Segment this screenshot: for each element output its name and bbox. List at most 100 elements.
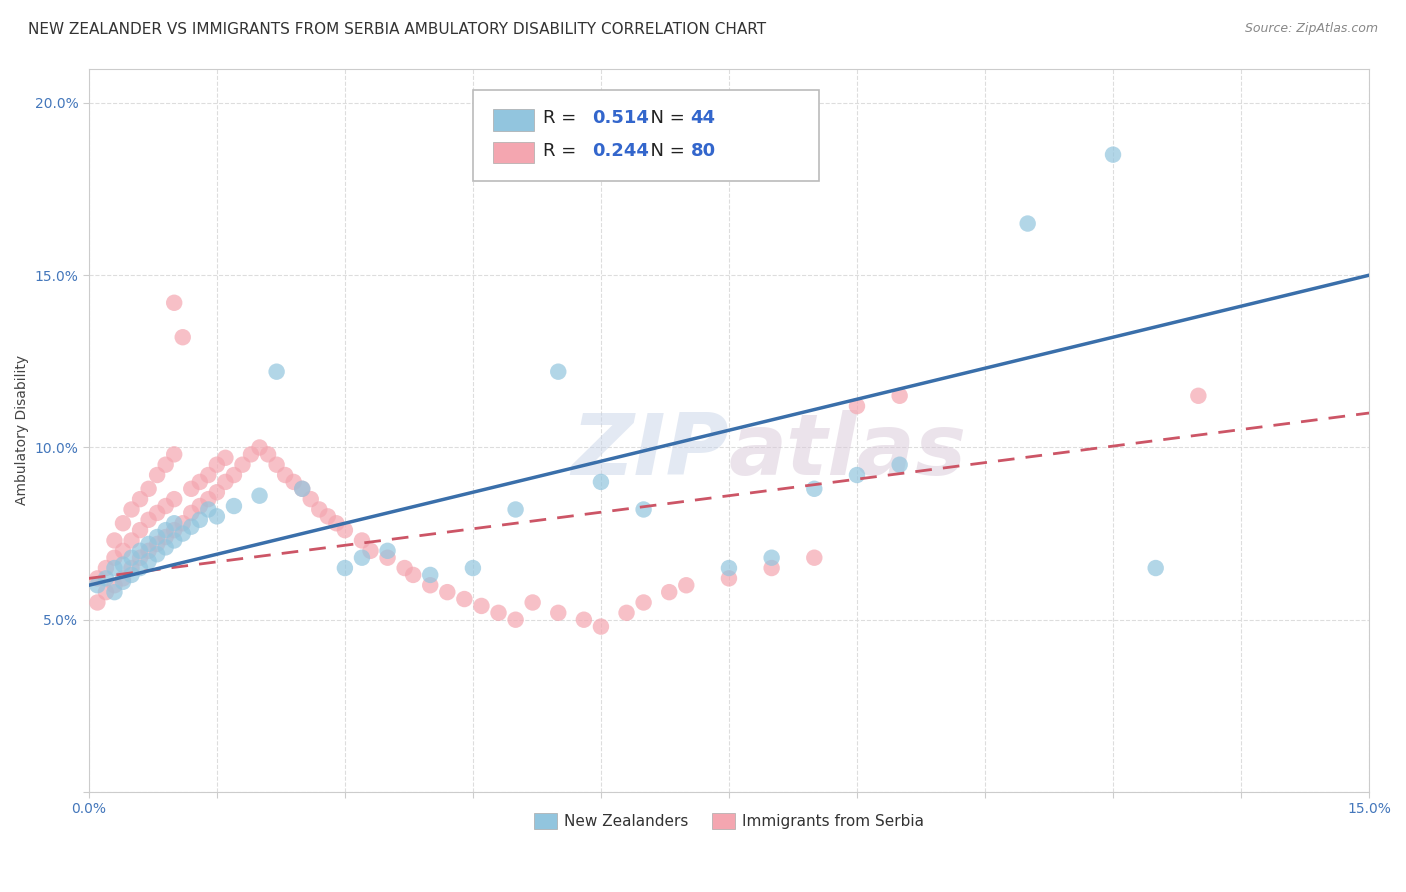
Point	[163, 516, 186, 531]
Point	[129, 544, 152, 558]
Point	[146, 468, 169, 483]
Text: N =: N =	[640, 142, 690, 160]
Point	[103, 550, 125, 565]
Point	[188, 513, 211, 527]
Point	[172, 516, 194, 531]
Point	[717, 571, 740, 585]
Point	[325, 516, 347, 531]
Point	[121, 550, 143, 565]
Point	[205, 485, 228, 500]
Point	[633, 595, 655, 609]
FancyBboxPatch shape	[494, 109, 534, 131]
Text: 0.244: 0.244	[592, 142, 648, 160]
Point	[111, 544, 134, 558]
Point	[214, 450, 236, 465]
Point	[589, 475, 612, 489]
Point	[846, 399, 869, 413]
Point	[231, 458, 253, 472]
Point	[505, 502, 527, 516]
Point	[138, 537, 160, 551]
Point	[129, 561, 152, 575]
Point	[86, 578, 108, 592]
Point	[616, 606, 638, 620]
Point	[121, 568, 143, 582]
Point	[111, 571, 134, 585]
Point	[436, 585, 458, 599]
Point	[889, 458, 911, 472]
Point	[163, 523, 186, 537]
Point	[257, 447, 280, 461]
Point	[547, 606, 569, 620]
Text: R =: R =	[543, 142, 582, 160]
Point	[155, 499, 177, 513]
Point	[350, 550, 373, 565]
Point	[94, 561, 117, 575]
Point	[803, 482, 825, 496]
Point	[761, 550, 783, 565]
Point	[188, 499, 211, 513]
Point	[103, 533, 125, 548]
Point	[172, 330, 194, 344]
Text: atlas: atlas	[728, 410, 967, 493]
Text: 0.514: 0.514	[592, 110, 648, 128]
Point	[138, 513, 160, 527]
Point	[129, 523, 152, 537]
FancyBboxPatch shape	[494, 142, 534, 163]
Point	[180, 482, 202, 496]
Legend: New Zealanders, Immigrants from Serbia: New Zealanders, Immigrants from Serbia	[527, 806, 931, 835]
Point	[111, 574, 134, 589]
Point	[163, 492, 186, 507]
Point	[146, 506, 169, 520]
Point	[163, 295, 186, 310]
Point	[274, 468, 297, 483]
Point	[522, 595, 544, 609]
Point	[675, 578, 697, 592]
FancyBboxPatch shape	[472, 90, 818, 181]
Point	[138, 544, 160, 558]
Point	[163, 533, 186, 548]
Point	[205, 509, 228, 524]
Point	[1017, 217, 1039, 231]
Point	[121, 502, 143, 516]
Point	[377, 544, 399, 558]
Point	[121, 533, 143, 548]
Point	[146, 537, 169, 551]
Point	[846, 468, 869, 483]
Point	[180, 519, 202, 533]
Point	[103, 585, 125, 599]
Point	[308, 502, 330, 516]
Text: 44: 44	[690, 110, 716, 128]
Point	[419, 578, 441, 592]
Point	[240, 447, 263, 461]
Point	[291, 482, 314, 496]
Point	[572, 613, 595, 627]
Point	[222, 499, 245, 513]
Point	[547, 365, 569, 379]
Point	[205, 458, 228, 472]
Point	[155, 541, 177, 555]
Point	[470, 599, 492, 613]
Point	[377, 550, 399, 565]
Point	[138, 554, 160, 568]
Point	[316, 509, 339, 524]
Point	[1187, 389, 1209, 403]
Point	[333, 561, 356, 575]
Point	[299, 492, 322, 507]
Point	[633, 502, 655, 516]
Point	[155, 458, 177, 472]
Point	[461, 561, 484, 575]
Point	[283, 475, 305, 489]
Point	[111, 516, 134, 531]
Point	[86, 595, 108, 609]
Point	[360, 544, 382, 558]
Point	[197, 468, 219, 483]
Point	[249, 489, 271, 503]
Point	[86, 571, 108, 585]
Point	[129, 492, 152, 507]
Point	[146, 547, 169, 561]
Point	[394, 561, 416, 575]
Point	[155, 523, 177, 537]
Point	[103, 561, 125, 575]
Y-axis label: Ambulatory Disability: Ambulatory Disability	[15, 355, 30, 505]
Point	[291, 482, 314, 496]
